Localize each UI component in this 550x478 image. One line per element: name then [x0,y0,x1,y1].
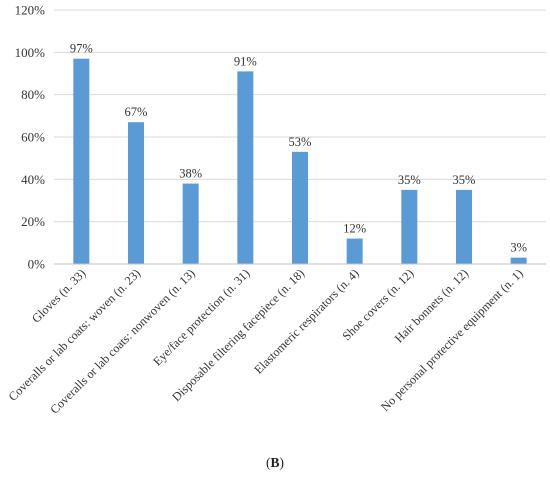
bar-chart: 0% 20% 40% 60% 80% 100% 120% 97% 67% 38% 91% 53% 12… [6,3,546,417]
x-axis-category-labels: Gloves (n. 33)Coveralls or lab coats: wo… [6,266,526,416]
bar [292,151,308,264]
category-label: Eye/face protection (n. 31) [150,266,252,368]
bars [73,58,527,264]
data-label: 12% [343,222,366,236]
y-tick-label: 120% [15,3,46,18]
data-label: 53% [289,135,312,149]
data-label: 35% [453,173,476,187]
bar [237,71,254,264]
bar [73,58,90,264]
y-tick-label: 80% [21,87,45,102]
bar [401,189,418,264]
data-label: 97% [70,42,93,56]
y-tick-label: 20% [21,214,45,229]
bar [510,257,527,264]
y-tick-label: 60% [21,130,45,145]
bar [456,189,472,264]
data-labels: 97% 67% 38% 91% 53% 12% 35% 35% 3% [70,42,527,255]
category-label: Elastomeric respirators (n. 4) [251,266,361,376]
data-label: 67% [125,105,148,119]
y-axis-tick-labels: 0% 20% 40% 60% 80% 100% 120% [15,3,46,272]
bar [182,183,199,264]
figure-caption: (B) [0,455,550,471]
y-tick-label: 100% [15,45,46,60]
data-label: 35% [398,173,421,187]
bar [128,122,144,264]
caption-open: ( [265,455,271,470]
data-label: 38% [179,167,202,181]
caption-letter: B [270,455,280,470]
y-tick-label: 0% [28,257,46,272]
y-tick-label: 40% [21,172,45,187]
data-label: 3% [510,241,527,255]
category-label: Gloves (n. 33) [29,266,88,325]
data-label: 91% [234,54,257,68]
caption-close: ) [279,455,285,470]
bar [346,238,363,264]
